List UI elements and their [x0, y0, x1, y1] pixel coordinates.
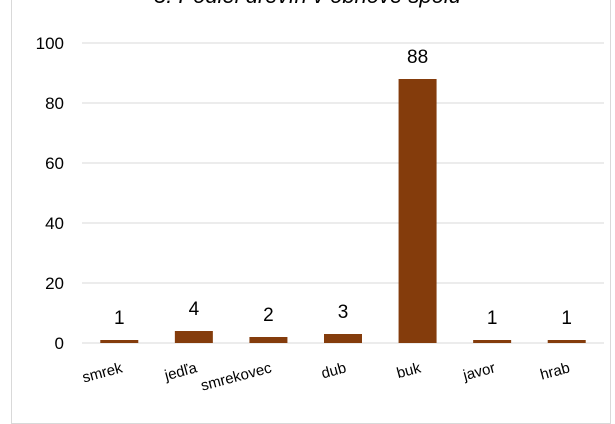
- bar-jedľa: [174, 331, 213, 343]
- data-label: 4: [189, 299, 200, 320]
- data-label: 1: [487, 308, 498, 329]
- grid-layer: [82, 42, 604, 344]
- x-tick-label: jedľa: [162, 359, 200, 384]
- bar-dub: [324, 334, 362, 343]
- x-tick-label: javor: [460, 359, 497, 384]
- y-axis-ticks: 0 20 40 60 80 100: [36, 34, 64, 353]
- bar-buk: [398, 79, 437, 343]
- bars: [100, 79, 586, 343]
- data-label: 3: [338, 302, 349, 323]
- chart-title: 5. Podiel drevín v obnove spolu: [0, 0, 615, 9]
- x-tick-label: hrab: [538, 359, 571, 383]
- bar-smrek: [100, 340, 139, 343]
- y-tick-label: 40: [45, 214, 64, 233]
- bar-smrekovec: [249, 337, 288, 343]
- data-label: 1: [561, 308, 572, 329]
- x-axis-labels: smrek jedľa smrekovec dub buk javor hrab: [80, 359, 571, 394]
- x-tick-label: smrekovec: [199, 359, 274, 394]
- y-tick-label: 20: [45, 274, 64, 293]
- y-tick-label: 100: [36, 34, 64, 53]
- y-tick-label: 80: [45, 94, 64, 113]
- data-labels: 1 4 2 3 88 1 1: [114, 47, 572, 329]
- data-label: 1: [114, 308, 125, 329]
- data-label: 88: [407, 47, 428, 68]
- x-tick-label: smrek: [80, 359, 124, 386]
- bar-javor: [473, 340, 512, 343]
- x-tick-label: buk: [395, 359, 423, 382]
- x-tick-label: dub: [319, 359, 348, 382]
- y-tick-label: 0: [55, 334, 64, 353]
- data-label: 2: [263, 305, 274, 326]
- bar-hrab: [547, 340, 586, 343]
- y-tick-label: 60: [45, 154, 64, 173]
